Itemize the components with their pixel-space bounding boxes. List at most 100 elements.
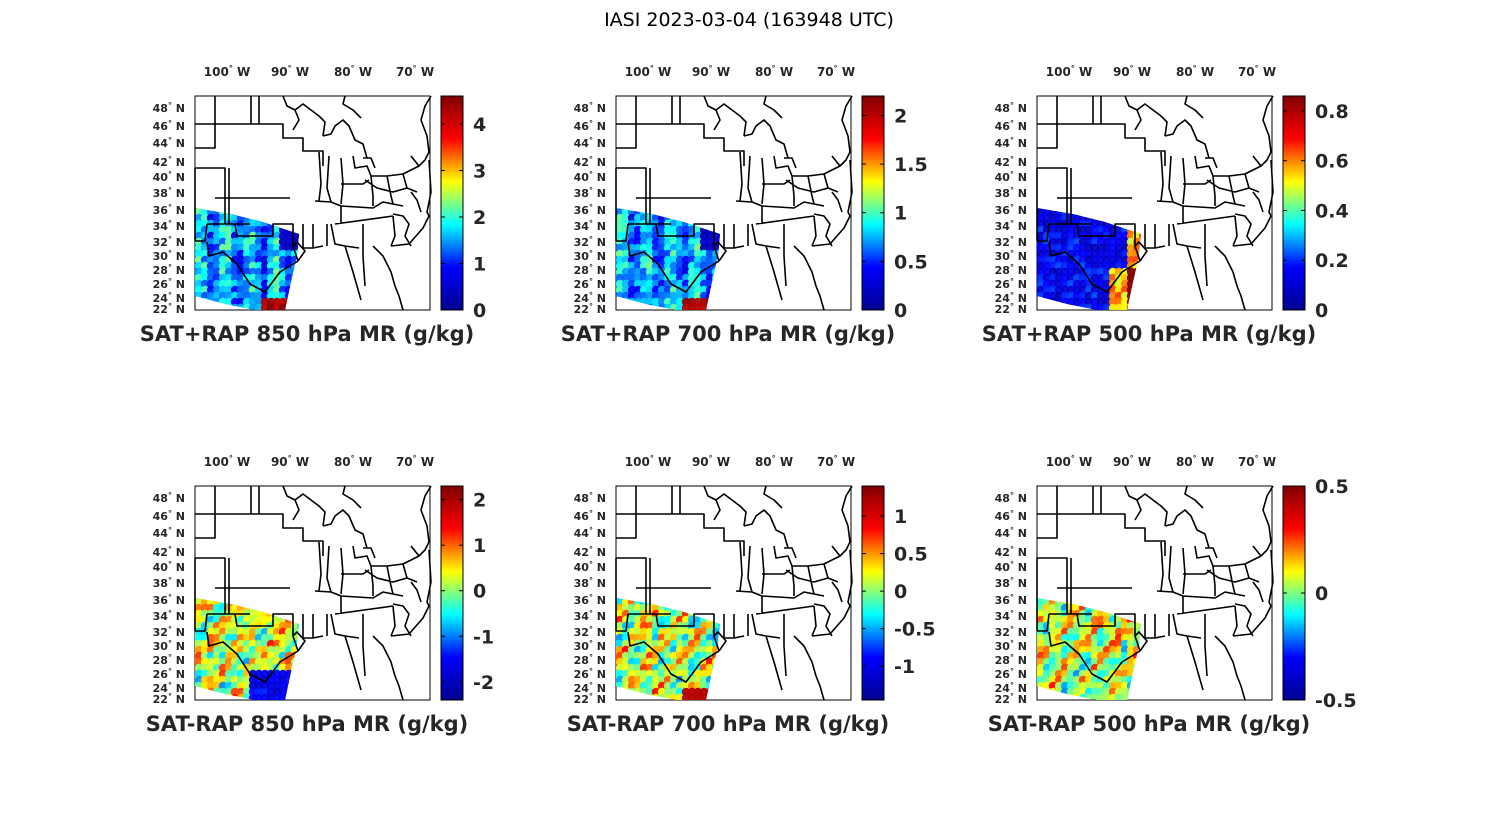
colorbar-tick-label: 0: [1315, 583, 1328, 605]
latitude-label: 38° N: [574, 576, 606, 590]
latitude-label: 42° N: [995, 545, 1027, 559]
map-panel: 100° W 90° W 80° W 70° W 48° N 46° N 44° N 42° …: [988, 454, 1357, 736]
panel-title: SAT-RAP 850 hPa MR (g/kg): [146, 712, 469, 736]
latitude-label: 26° N: [574, 667, 606, 681]
latitude-label: 42° N: [153, 155, 185, 169]
latitude-label: 36° N: [574, 593, 606, 607]
latitude-label: 34° N: [574, 219, 606, 233]
map-panel: 100° W 90° W 80° W 70° W 48° N 46° N 44° N 42° …: [140, 64, 486, 346]
latitude-label: 40° N: [995, 170, 1027, 184]
latitude-label: 30° N: [153, 249, 185, 263]
latitude-label: 26° N: [574, 277, 606, 291]
latitude-label: 26° N: [153, 277, 185, 291]
latitude-label: 22° N: [995, 692, 1027, 706]
longitude-label: 90° W: [1113, 64, 1151, 79]
colorbar-tick-label: 3: [473, 160, 486, 182]
latitude-label: 34° N: [574, 609, 606, 623]
latitude-label: 40° N: [574, 170, 606, 184]
latitude-label: 24° N: [153, 681, 185, 695]
panel-grid: 100° W 90° W 80° W 70° W 48° N 46° N 44° N 42° …: [140, 64, 1357, 736]
longitude-label: 70° W: [1238, 454, 1276, 469]
latitude-label: 48° N: [153, 491, 185, 505]
colorbar-tick-label: -1: [473, 626, 494, 648]
latitude-label: 22° N: [153, 692, 185, 706]
longitude-label: 80° W: [334, 64, 372, 79]
colorbar-tick-label: 1: [473, 253, 486, 275]
longitude-label: 100° W: [204, 454, 250, 469]
latitude-label: 46° N: [153, 509, 185, 523]
latitude-label: 32° N: [153, 625, 185, 639]
latitude-label: 48° N: [995, 101, 1027, 115]
latitude-label: 44° N: [574, 136, 606, 150]
latitude-label: 26° N: [995, 277, 1027, 291]
latitude-label: 28° N: [153, 263, 185, 277]
latitude-label: 46° N: [995, 119, 1027, 133]
latitude-label: 22° N: [574, 302, 606, 316]
colorbar-tick-label: 0: [894, 300, 907, 322]
longitude-label: 90° W: [271, 454, 309, 469]
latitude-label: 40° N: [995, 560, 1027, 574]
latitude-label: 32° N: [574, 625, 606, 639]
colorbar-tick-label: 0: [894, 581, 907, 603]
colorbar-tick-label: 4: [473, 114, 486, 136]
colorbar-tick-label: 1: [473, 535, 486, 557]
map-panel: 100° W 90° W 80° W 70° W 48° N 46° N 44° N 42° …: [982, 64, 1349, 346]
colorbar-tick-label: -0.5: [894, 619, 936, 641]
latitude-label: 24° N: [995, 681, 1027, 695]
latitude-label: 40° N: [153, 560, 185, 574]
latitude-label: 28° N: [574, 653, 606, 667]
colorbar-tick-label: 0.4: [1315, 200, 1349, 222]
longitude-label: 90° W: [1113, 454, 1151, 469]
latitude-label: 28° N: [574, 263, 606, 277]
latitude-label: 42° N: [574, 155, 606, 169]
latitude-label: 36° N: [574, 203, 606, 217]
panel-title: SAT+RAP 500 hPa MR (g/kg): [982, 322, 1316, 346]
colorbar: [861, 485, 885, 701]
latitude-label: 40° N: [574, 560, 606, 574]
latitude-label: 42° N: [153, 545, 185, 559]
longitude-label: 90° W: [692, 64, 730, 79]
latitude-label: 30° N: [153, 639, 185, 653]
latitude-label: 34° N: [995, 219, 1027, 233]
latitude-label: 44° N: [995, 136, 1027, 150]
longitude-label: 80° W: [1176, 64, 1214, 79]
latitude-label: 44° N: [995, 526, 1027, 540]
colorbar-tick-label: 2: [894, 105, 907, 127]
latitude-label: 38° N: [995, 186, 1027, 200]
colorbar-tick-label: 0.5: [894, 251, 928, 273]
latitude-label: 22° N: [153, 302, 185, 316]
colorbar-tick-label: -0.5: [1315, 690, 1357, 712]
latitude-label: 38° N: [995, 576, 1027, 590]
colorbar-tick-label: -1: [894, 656, 915, 678]
latitude-label: 48° N: [574, 101, 606, 115]
latitude-label: 44° N: [574, 526, 606, 540]
longitude-label: 90° W: [271, 64, 309, 79]
latitude-label: 38° N: [574, 186, 606, 200]
panel-title: SAT+RAP 700 hPa MR (g/kg): [561, 322, 895, 346]
colorbar: [440, 95, 464, 311]
longitude-label: 70° W: [817, 454, 855, 469]
latitude-label: 24° N: [995, 291, 1027, 305]
latitude-label: 34° N: [995, 609, 1027, 623]
longitude-label: 70° W: [396, 454, 434, 469]
colorbar-tick-label: 0.5: [1315, 476, 1349, 498]
longitude-label: 100° W: [1046, 64, 1092, 79]
colorbar-tick-label: 2: [473, 207, 486, 229]
latitude-label: 28° N: [995, 263, 1027, 277]
colorbar-tick-label: 0: [473, 300, 486, 322]
colorbar: [1282, 95, 1306, 311]
longitude-label: 100° W: [625, 454, 671, 469]
longitude-label: 80° W: [1176, 454, 1214, 469]
latitude-label: 34° N: [153, 609, 185, 623]
longitude-label: 70° W: [817, 64, 855, 79]
longitude-label: 100° W: [625, 64, 671, 79]
latitude-label: 26° N: [153, 667, 185, 681]
latitude-label: 38° N: [153, 186, 185, 200]
colorbar-tick-label: 1: [894, 506, 907, 528]
latitude-label: 46° N: [574, 509, 606, 523]
latitude-label: 30° N: [574, 639, 606, 653]
latitude-label: 24° N: [574, 291, 606, 305]
latitude-label: 46° N: [574, 119, 606, 133]
colorbar-tick-label: -2: [473, 672, 494, 694]
colorbar-tick-label: 2: [473, 490, 486, 512]
